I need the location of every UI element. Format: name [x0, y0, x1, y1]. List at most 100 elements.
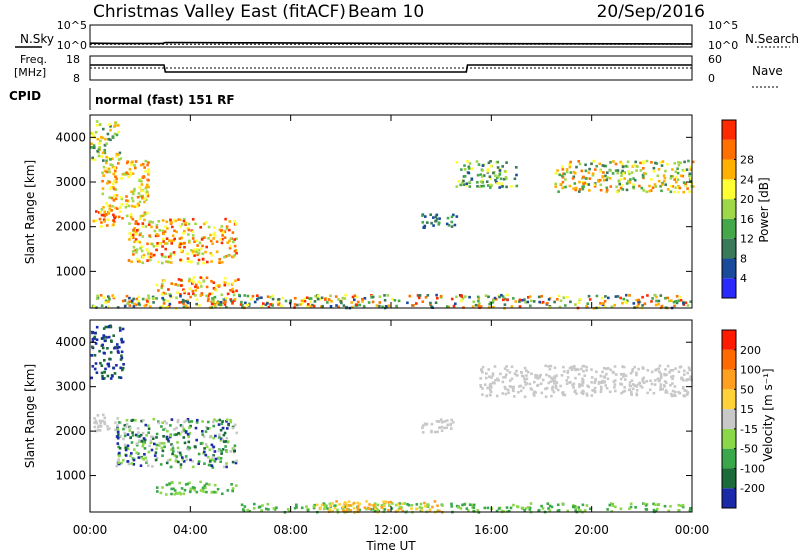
velocity-cell	[101, 337, 104, 340]
power-cell	[540, 295, 543, 298]
velocity-cell	[91, 337, 95, 341]
velocity-cell	[523, 380, 527, 383]
power-cell	[678, 296, 682, 299]
power-cell	[161, 237, 165, 241]
power-cell	[260, 305, 264, 308]
power-cell	[146, 163, 149, 167]
velocity-cell	[568, 381, 571, 384]
velocity-cell	[203, 450, 206, 454]
power-cell	[587, 294, 591, 298]
velocity-cell	[446, 419, 449, 422]
velocity-cell	[518, 385, 521, 388]
velocity-cell	[549, 364, 553, 368]
power-cell	[595, 164, 598, 168]
power-cell	[183, 241, 186, 245]
velocity-cell	[117, 461, 120, 464]
power-cell	[229, 244, 232, 248]
velocity-cell	[343, 505, 346, 509]
power-cell	[353, 298, 356, 302]
velocity-cell	[182, 492, 186, 496]
power-cell	[111, 163, 114, 167]
velocity-cell	[157, 420, 160, 423]
power-cell	[167, 255, 171, 259]
power-cell	[486, 184, 490, 187]
velocity-cell	[131, 431, 134, 434]
velocity-cell	[187, 445, 190, 449]
velocity-cell	[551, 385, 555, 389]
power-cell	[395, 304, 398, 308]
power-cell	[676, 186, 679, 189]
velocity-cell	[222, 440, 226, 443]
power-cell	[148, 220, 151, 224]
velocity-cell	[620, 383, 624, 386]
velocity-cell	[604, 384, 607, 387]
power-cell	[564, 178, 567, 181]
velocity-cell	[90, 354, 94, 357]
power-cell	[527, 296, 530, 299]
power-cell	[136, 240, 140, 243]
power-cell	[681, 174, 685, 178]
power-cell	[125, 294, 129, 298]
power-cell	[191, 289, 195, 293]
velocity-cell	[663, 373, 667, 377]
velocity-cell	[365, 507, 368, 511]
power-cell	[489, 301, 492, 304]
power-cell	[670, 299, 673, 302]
power-cell	[181, 300, 184, 304]
velocity-cell	[119, 358, 123, 361]
power-cell	[116, 207, 119, 210]
power-cell	[669, 175, 673, 178]
velocity-cell	[547, 507, 550, 510]
power-cell	[209, 239, 213, 243]
power-cell	[132, 228, 135, 232]
power-cell	[95, 120, 99, 123]
power-cell	[463, 175, 467, 178]
velocity-cell	[501, 380, 505, 384]
power-cell	[187, 279, 191, 283]
power-cell	[635, 169, 638, 172]
power-cell	[429, 213, 432, 216]
power-cell	[632, 302, 636, 305]
power-cell	[155, 223, 159, 227]
power-cell	[240, 300, 243, 304]
velocity-cell	[212, 424, 215, 428]
velocity-cell	[397, 507, 401, 511]
velocity-cell	[95, 421, 98, 425]
velocity-cell	[153, 442, 156, 446]
power-cell	[593, 183, 596, 186]
power-cell	[146, 250, 150, 254]
power-cell	[605, 186, 609, 190]
power-cell	[619, 186, 623, 190]
power-cell	[164, 225, 167, 228]
velocity-cell	[489, 390, 493, 393]
power-cell	[563, 172, 566, 176]
velocity-cell	[187, 448, 190, 451]
velocity-cell	[508, 379, 512, 382]
velocity-cell	[141, 444, 145, 448]
velocity-cell	[680, 377, 683, 381]
power-cell	[498, 173, 502, 176]
power-cell	[223, 281, 227, 285]
velocity-cell	[623, 389, 627, 393]
power-cell	[210, 253, 214, 257]
velocity-cell	[109, 351, 113, 354]
power-cell	[633, 178, 637, 182]
velocity-cell	[658, 378, 661, 382]
power-cell	[169, 261, 173, 264]
velocity-cell	[163, 420, 167, 423]
power-cell	[625, 293, 628, 297]
velocity-cell	[154, 451, 158, 454]
velocity-cell	[601, 370, 604, 374]
power-cell	[143, 197, 147, 200]
velocity-cell	[437, 420, 441, 423]
velocity-cell	[679, 504, 683, 508]
velocity-cell	[688, 509, 692, 513]
velocity-cell	[168, 482, 171, 485]
power-ytick-label: 4000	[55, 130, 86, 144]
velocity-cell	[677, 390, 680, 394]
power-cell	[168, 302, 172, 306]
velocity-cell	[170, 481, 174, 484]
power-cell	[182, 219, 186, 223]
velocity-cell	[376, 503, 380, 507]
power-cell	[199, 247, 203, 251]
